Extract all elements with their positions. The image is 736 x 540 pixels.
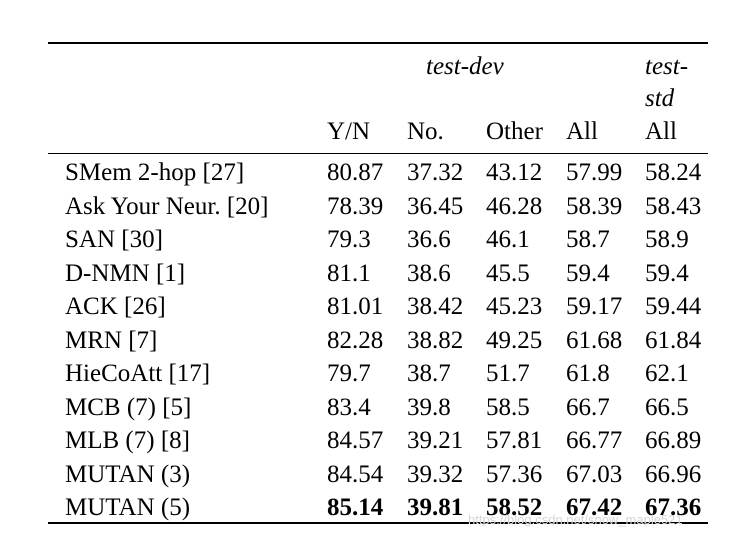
- score-cell: 38.6: [407, 259, 451, 287]
- score-cell: 38.42: [407, 293, 464, 320]
- score-cell: 57.36: [486, 460, 543, 488]
- score-cell: 46.28: [486, 192, 543, 220]
- score-cell: 58.5: [486, 393, 530, 421]
- score-cell: 58.24: [645, 159, 702, 186]
- score-cell: 61.84: [645, 326, 702, 354]
- bottom-rule: [48, 522, 708, 524]
- score-cell: 58.39: [566, 192, 623, 220]
- score-cell: 58.9: [645, 226, 689, 253]
- score-cell: 66.7: [566, 393, 610, 421]
- method-name: HieCoAtt [17]: [65, 360, 211, 387]
- score-cell: 62.1: [645, 360, 689, 387]
- method-name: SMem 2-hop [27]: [65, 159, 245, 186]
- column-header-no: No.: [407, 118, 444, 145]
- score-cell: 39.8: [407, 393, 451, 421]
- score-cell: 79.7: [327, 360, 371, 387]
- header-test-dev: test-dev: [426, 53, 504, 80]
- score-cell: 66.5: [645, 393, 689, 421]
- method-name: D-NMN [1]: [65, 259, 186, 287]
- method-name: MLB (7) [8]: [65, 427, 190, 454]
- column-header-other: Other: [486, 118, 543, 145]
- score-cell: 59.17: [566, 293, 623, 320]
- method-name: Ask Your Neur. [20]: [65, 192, 269, 220]
- score-cell: 61.8: [566, 360, 610, 387]
- method-name: MCB (7) [5]: [65, 393, 192, 421]
- watermark: https://blog.csdn.net/snow_maple521: [468, 512, 683, 527]
- method-name: MUTAN (3): [65, 460, 191, 488]
- score-cell: 67.42: [566, 494, 623, 521]
- score-cell: 79.3: [327, 226, 371, 253]
- score-cell: 46.1: [486, 226, 530, 253]
- score-cell: 59.4: [645, 259, 689, 287]
- header-test-std-line2: std: [645, 85, 675, 112]
- method-name: MRN [7]: [65, 326, 158, 354]
- score-cell: 67.03: [566, 460, 623, 488]
- score-cell: 57.81: [486, 427, 543, 454]
- score-cell: 85.14: [327, 494, 384, 521]
- score-cell: 84.57: [327, 427, 384, 454]
- score-cell: 84.54: [327, 460, 384, 488]
- column-header-all-dev: All: [566, 118, 598, 145]
- score-cell: 39.32: [407, 460, 464, 488]
- score-cell: 67.36: [645, 494, 702, 521]
- score-cell: 57.99: [566, 159, 623, 186]
- score-cell: 66.96: [645, 460, 702, 488]
- method-name: MUTAN (5): [65, 494, 191, 521]
- score-cell: 78.39: [327, 192, 384, 220]
- score-cell: 66.89: [645, 427, 702, 454]
- score-cell: 45.5: [486, 259, 530, 287]
- score-cell: 58.7: [566, 226, 610, 253]
- score-cell: 38.7: [407, 360, 451, 387]
- column-header-yn: Y/N: [327, 118, 371, 145]
- score-cell: 66.77: [566, 427, 623, 454]
- score-cell: 43.12: [486, 159, 543, 186]
- score-cell: 59.4: [566, 259, 610, 287]
- header-rule: [48, 153, 708, 154]
- score-cell: 58.52: [486, 494, 543, 521]
- score-cell: 81.01: [327, 293, 384, 320]
- score-cell: 49.25: [486, 326, 543, 354]
- score-cell: 82.28: [327, 326, 384, 354]
- score-cell: 36.6: [407, 226, 451, 253]
- score-cell: 36.45: [407, 192, 464, 220]
- score-cell: 38.82: [407, 326, 464, 354]
- score-cell: 37.32: [407, 159, 464, 186]
- score-cell: 45.23: [486, 293, 543, 320]
- score-cell: 61.68: [566, 326, 623, 354]
- header-test-std-line1: test-: [645, 53, 689, 80]
- method-name: ACK [26]: [65, 293, 166, 320]
- score-cell: 58.43: [645, 192, 702, 220]
- score-cell: 59.44: [645, 293, 702, 320]
- score-cell: 80.87: [327, 159, 384, 186]
- score-cell: 51.7: [486, 360, 530, 387]
- score-cell: 39.81: [407, 494, 464, 521]
- top-rule: [48, 42, 708, 44]
- score-cell: 81.1: [327, 259, 371, 287]
- score-cell: 83.4: [327, 393, 371, 421]
- score-cell: 39.21: [407, 427, 464, 454]
- column-header-all-std: All: [645, 118, 677, 145]
- method-name: SAN [30]: [65, 226, 163, 253]
